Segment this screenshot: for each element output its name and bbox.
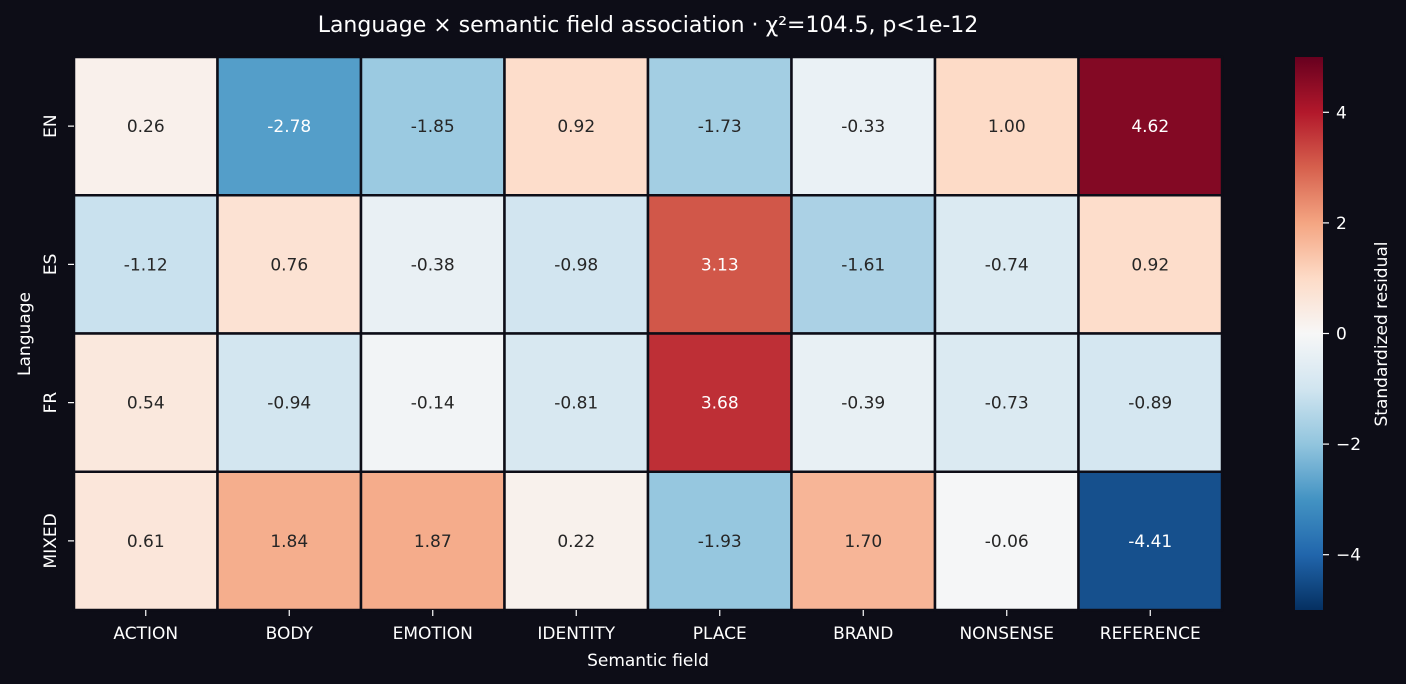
cell-value-label: -0.89 (1128, 394, 1172, 414)
heatmap-cell (1077, 332, 1224, 473)
cell-value-label: 0.54 (127, 394, 165, 414)
cell-value-label: 3.68 (701, 394, 739, 414)
colorbar-tick-label: 0 (1336, 325, 1347, 345)
cell-value-label: 1.87 (414, 532, 452, 552)
colorbar-tick-label: 2 (1336, 214, 1347, 234)
cell-value-label: -1.85 (411, 117, 455, 137)
cell-value-label: -0.98 (554, 255, 598, 275)
colorbar-label: Standardized residual (1372, 242, 1392, 427)
heatmap-cell (1077, 194, 1224, 335)
x-axis-ticks: ACTION BODY EMOTION IDENTITY PLACE BRAND NONSE… (113, 610, 1201, 644)
y-tick-label: FR (41, 392, 61, 414)
cell-value-label: -0.94 (267, 394, 311, 414)
y-tick-label: EN (41, 114, 61, 137)
cell-value-label: 0.26 (127, 117, 165, 137)
cell-value-label: -0.06 (985, 532, 1029, 552)
heatmap-cell (72, 470, 219, 612)
cell-value-label: -1.73 (698, 117, 742, 137)
heatmap-cell (359, 470, 506, 612)
cell-value-label: 0.76 (270, 255, 308, 275)
y-axis-label: Language (15, 292, 35, 376)
cell-value-label: -0.81 (554, 394, 598, 414)
heatmap-cell (790, 55, 937, 197)
cell-value-label: -0.14 (411, 394, 455, 414)
cell-value-label: -2.78 (267, 117, 311, 137)
heatmap-cell (933, 332, 1080, 473)
colorbar: −4 −2 0 2 4 (1295, 57, 1361, 610)
heatmap-cells: 0.26 -2.78 -1.85 0.92 -1.73 -0.33 1.00 4.62 -1.1… (72, 55, 1224, 612)
heatmap-cell (790, 332, 937, 473)
chart-title: Language × semantic field association · … (318, 13, 979, 38)
cell-value-label: 1.70 (844, 532, 882, 552)
cell-value-label: -0.74 (985, 255, 1029, 275)
heatmap-cell (503, 332, 650, 473)
heatmap-cell (216, 194, 363, 335)
heatmap-cell (503, 470, 650, 612)
cell-value-label: 0.61 (127, 532, 165, 552)
cell-value-label: -0.73 (985, 394, 1029, 414)
cell-value-label: 0.92 (557, 117, 595, 137)
y-tick-label: ES (41, 254, 61, 276)
x-tick-label: PLACE (693, 624, 747, 644)
x-tick-label: BODY (266, 624, 314, 644)
x-tick-label: BRAND (833, 624, 893, 644)
cell-value-label: 1.00 (988, 117, 1026, 137)
heatmap-cell (72, 55, 219, 197)
x-tick-label: ACTION (113, 624, 178, 644)
heatmap-cell (1077, 55, 1224, 197)
cell-value-label: 1.84 (270, 532, 308, 552)
y-axis-ticks: EN ES FR MIXED (41, 114, 74, 568)
cell-value-label: -4.41 (1128, 532, 1172, 552)
x-tick-label: REFERENCE (1100, 624, 1201, 644)
cell-value-label: -0.39 (841, 394, 885, 414)
colorbar-gradient (1295, 57, 1323, 610)
colorbar-tick-label: −4 (1336, 546, 1361, 566)
heatmap-cell (216, 332, 363, 473)
cell-value-label: -1.12 (124, 255, 168, 275)
heatmap-cell (216, 55, 363, 197)
heatmap-cell (503, 194, 650, 335)
cell-value-label: 0.22 (557, 532, 595, 552)
heatmap-cell (359, 55, 506, 197)
cell-value-label: -1.61 (841, 255, 885, 275)
heatmap-cell (790, 194, 937, 335)
colorbar-tick-label: 4 (1336, 103, 1347, 123)
y-tick-label: MIXED (41, 513, 61, 568)
colorbar-tick-label: −2 (1336, 435, 1361, 455)
heatmap-cell (646, 332, 793, 473)
x-axis-label: Semantic field (587, 651, 709, 671)
cell-value-label: -0.33 (841, 117, 885, 137)
heatmap-cell (646, 470, 793, 612)
cell-value-label: 3.13 (701, 255, 739, 275)
x-tick-label: IDENTITY (537, 624, 615, 644)
heatmap-cell (933, 470, 1080, 612)
cell-value-label: 4.62 (1131, 117, 1169, 137)
x-tick-label: NONSENSE (959, 624, 1054, 644)
cell-value-label: -0.38 (411, 255, 455, 275)
cell-value-label: -1.93 (698, 532, 742, 552)
heatmap-cell (359, 332, 506, 473)
cell-value-label: 0.92 (1131, 255, 1169, 275)
x-tick-label: EMOTION (393, 624, 473, 644)
